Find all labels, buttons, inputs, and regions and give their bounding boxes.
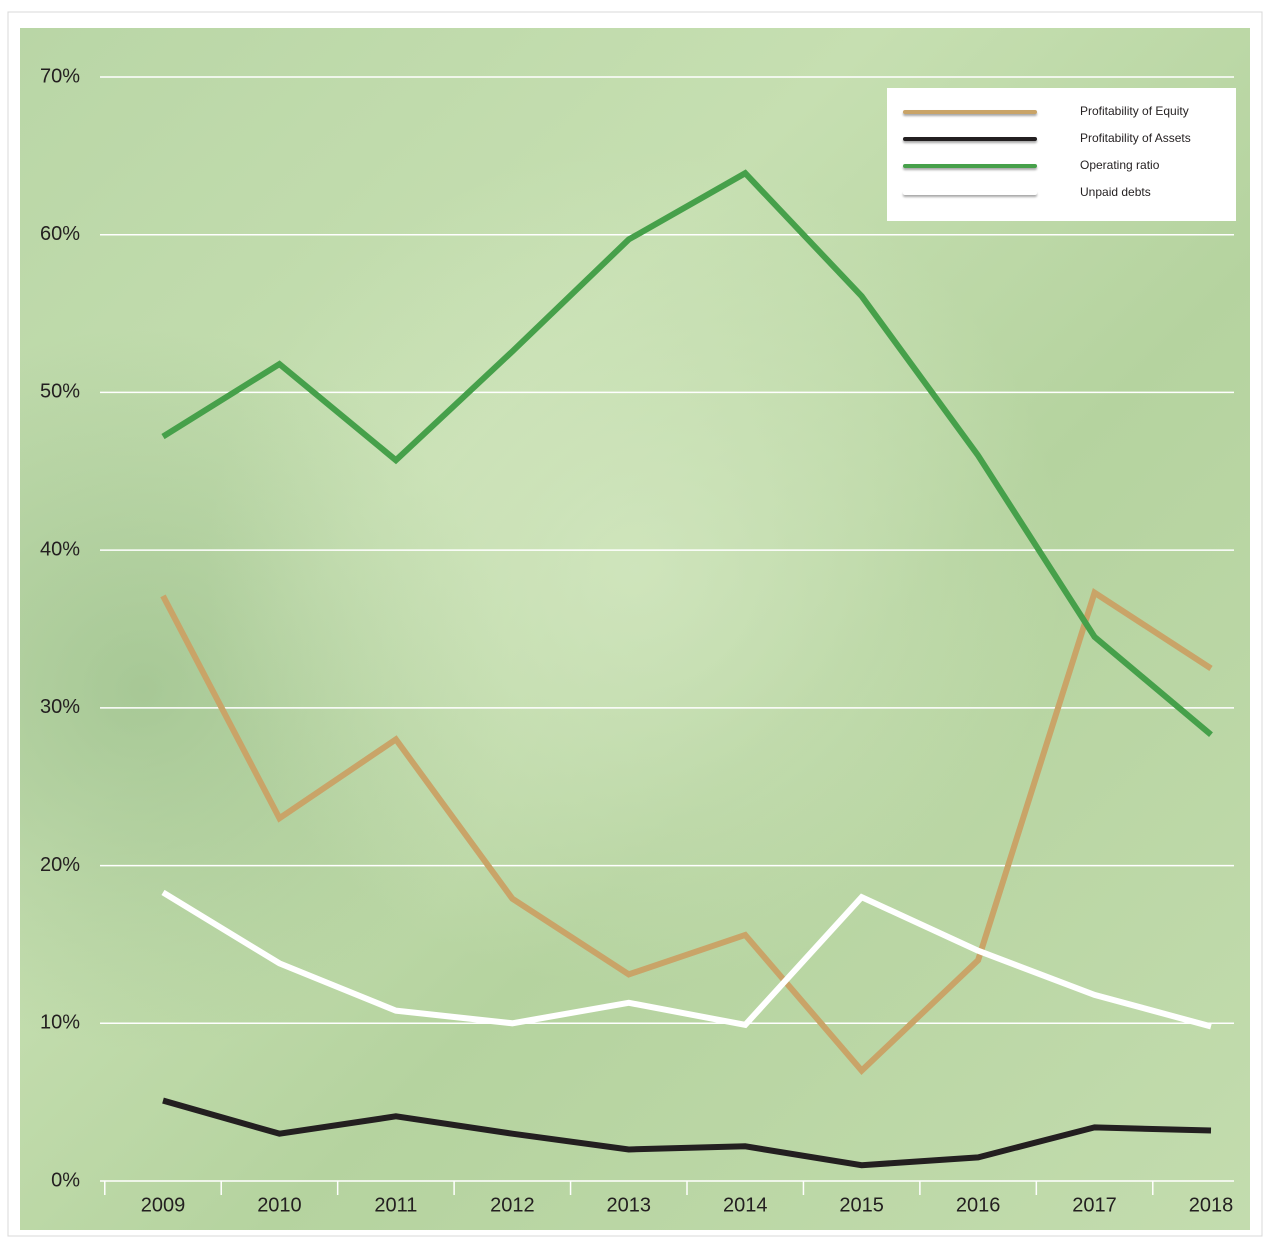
x-tick-label: 2016 <box>956 1194 1001 1216</box>
background-shade <box>20 28 1250 1230</box>
legend-label: Profitability of Assets <box>1080 131 1191 145</box>
series-line <box>160 588 1213 1075</box>
x-tick-label: 2013 <box>607 1194 652 1216</box>
legend-label: Operating ratio <box>1080 158 1160 172</box>
x-tick-label: 2017 <box>1072 1194 1117 1216</box>
series-line <box>162 1097 1212 1169</box>
y-tick-label: 60% <box>40 223 80 245</box>
x-tick-label: 2014 <box>723 1194 768 1216</box>
y-tick-label: 30% <box>40 696 80 718</box>
x-tick-label: 2018 <box>1189 1194 1234 1216</box>
series-line <box>161 889 1212 1030</box>
x-tick-label: 2009 <box>141 1194 186 1216</box>
legend: Profitability of Equity Profitability of … <box>887 88 1236 221</box>
x-tick-label: 2010 <box>257 1194 302 1216</box>
lines <box>160 169 1213 1169</box>
y-tick-label: 50% <box>40 381 80 403</box>
y-tick-label: 0% <box>51 1169 80 1191</box>
x-tick-label: 2015 <box>839 1194 884 1216</box>
y-tick-label: 40% <box>40 538 80 560</box>
grid: 0% 10% 20% 30% 40% 50% 60% 70% 2009 2010 2011 2012 2… <box>40 65 1270 1216</box>
y-tick-label: 70% <box>40 65 80 87</box>
legend-label: Profitability of Equity <box>1080 104 1189 118</box>
legend-label: Unpaid debts <box>1080 185 1151 199</box>
x-tick-label: 2011 <box>374 1194 417 1216</box>
x-tick-label: 2012 <box>490 1194 535 1216</box>
y-tick-label: 10% <box>40 1012 80 1034</box>
y-tick-label: 20% <box>40 854 80 876</box>
series-line <box>161 169 1213 737</box>
